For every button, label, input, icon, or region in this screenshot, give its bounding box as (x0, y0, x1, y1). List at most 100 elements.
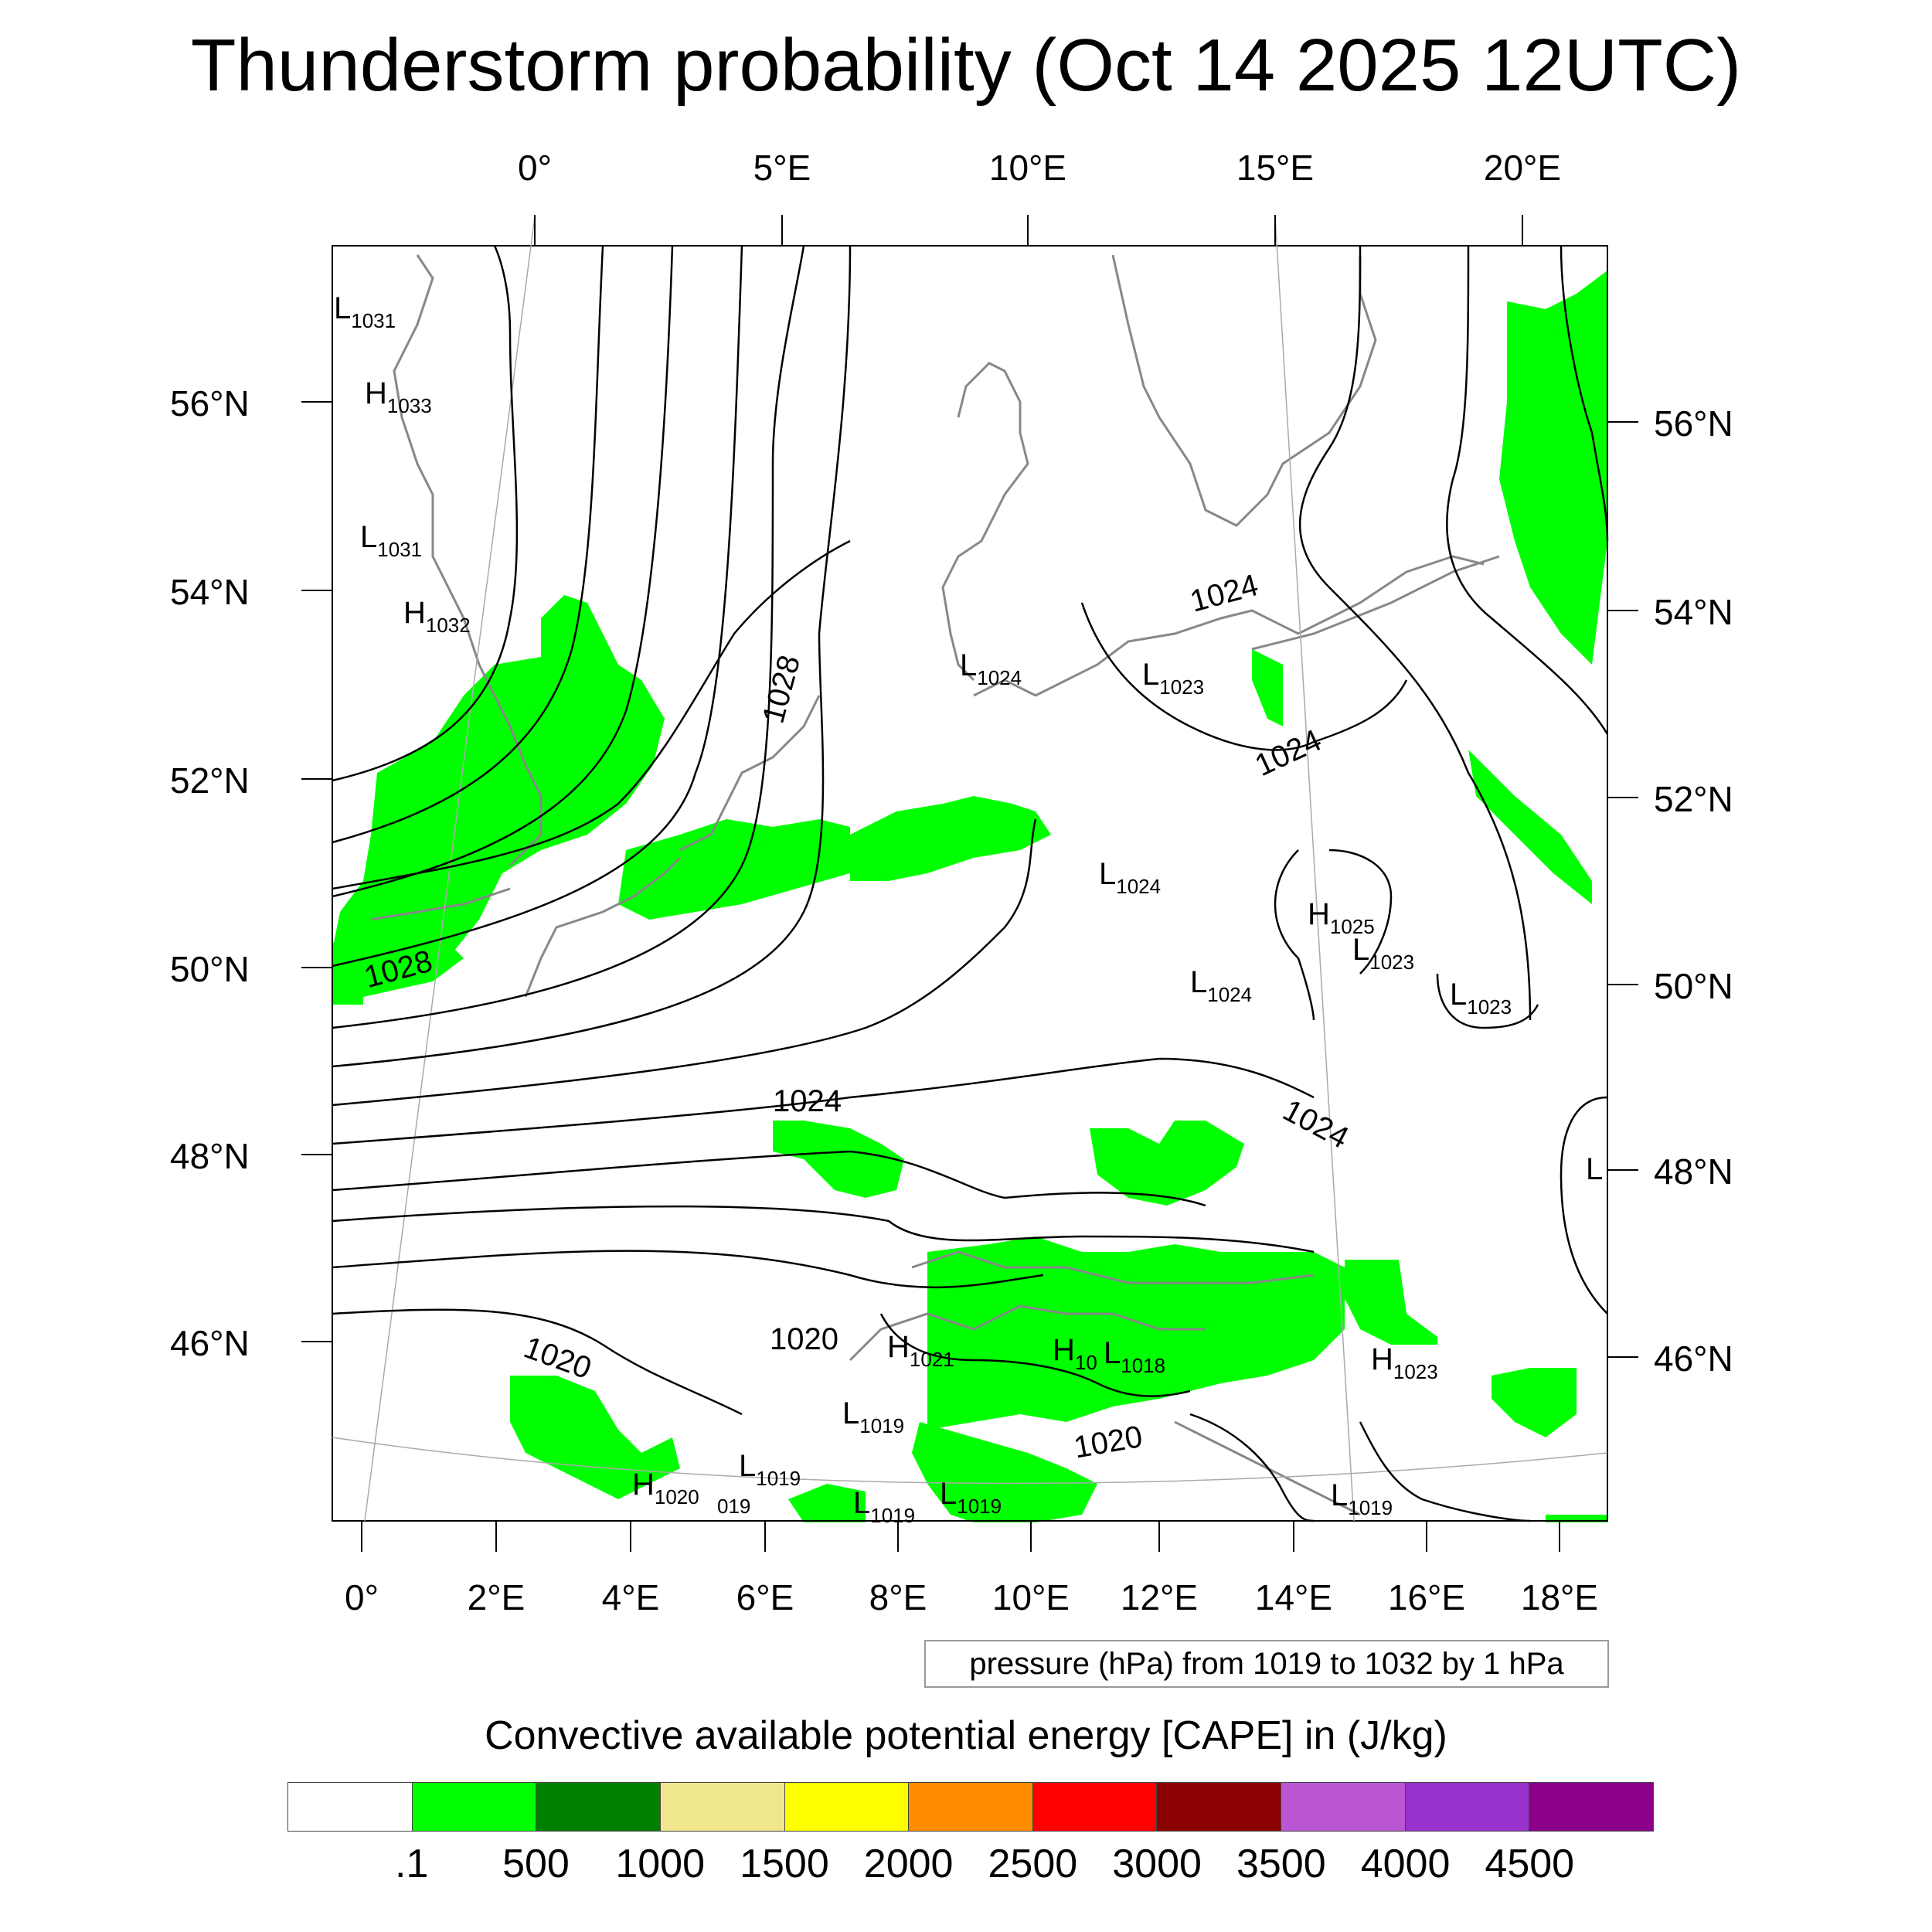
bottom-axis-label: 16°E (1387, 1577, 1466, 1617)
colorbar-swatch (784, 1783, 910, 1831)
isobar-f (332, 245, 852, 1068)
cape-area-alps (927, 1236, 1345, 1430)
pressure-center: H10 (1053, 1333, 1097, 1374)
right-axis-label: 52°N (1654, 779, 1733, 819)
isobar-q (879, 1313, 1191, 1397)
contour-label: 1024 (773, 1084, 842, 1118)
cape-area-scandinavia (1499, 270, 1607, 665)
bottom-axis-label: 0° (345, 1577, 379, 1617)
colorbar-swatch (1032, 1783, 1158, 1831)
cape-area-lyon (788, 1484, 866, 1522)
bottom-axis-label: 4°E (601, 1577, 660, 1617)
pressure-center: L1031 (334, 291, 396, 332)
cape-areas (332, 270, 1607, 1522)
right-axis-label: 50°N (1654, 966, 1733, 1006)
isobar-m (1560, 245, 1609, 542)
isobar-1024 (332, 1150, 1206, 1207)
top-axis-label: 15°E (1236, 148, 1315, 188)
right-axis-label: 48°N (1654, 1151, 1733, 1192)
top-axis-label: 20°E (1483, 148, 1562, 188)
coast-sweden (1111, 254, 1377, 527)
coast-benelux (679, 695, 821, 852)
cape-area-poland-east (1468, 750, 1592, 904)
coast-uk-south (370, 887, 511, 921)
cape-area-bavaria (1090, 1121, 1244, 1206)
pressure-center: L1018 (1104, 1336, 1165, 1377)
axis-ticks (301, 215, 1638, 1552)
isobar-1020 (332, 1308, 743, 1416)
cape-area-croatia (1492, 1368, 1577, 1437)
coast-border-alps (911, 1250, 1315, 1284)
colorbar-labels: .1 500 1000 1500 2000 2500 3000 3500 4000 4500 (0, 1841, 1932, 1895)
bottom-axis-label: 2°E (467, 1577, 526, 1617)
pressure-center: H1023 (1371, 1342, 1438, 1383)
colorbar-swatch (1281, 1783, 1406, 1831)
right-axis-label: 54°N (1654, 592, 1733, 632)
colorbar-tick-label: 1500 (740, 1842, 829, 1886)
plot-frame (332, 245, 1608, 1522)
pressure-center: L1024 (1099, 857, 1161, 898)
pressure-center: L1023 (1142, 658, 1204, 699)
pressure-center: L1023 (1352, 933, 1414, 974)
colorbar-title: Convective available potential energy [C… (485, 1713, 1447, 1758)
top-axis-label: 5°E (753, 148, 811, 188)
isobar-c (332, 245, 674, 898)
pressure-center: L1019 (739, 1449, 801, 1490)
colorbar-tick-label: 500 (502, 1842, 570, 1886)
cape-area-benelux (618, 819, 850, 920)
partial-label: 019 (717, 1495, 750, 1518)
colorbar-swatch (660, 1783, 785, 1831)
contour-label: 1028 (757, 651, 808, 726)
pressure-center: L1024 (960, 648, 1022, 689)
left-axis-label: 50°N (170, 949, 250, 989)
cape-area-france-south (510, 1376, 680, 1499)
isobar-g (332, 818, 1037, 1107)
graticule (332, 216, 1608, 1522)
colorbar-swatch (1405, 1783, 1530, 1831)
bottom-axis-label: 6°E (736, 1577, 794, 1617)
isobars (332, 245, 1609, 1522)
pressure-info-box: pressure (hPa) from 1019 to 1032 by 1 hP… (924, 1640, 1609, 1688)
isobar-e (332, 245, 805, 1029)
left-axis-label: 56°N (170, 383, 250, 423)
isobar-r (1189, 1413, 1315, 1522)
bottom-axis-label: 10°E (992, 1577, 1070, 1617)
isobar-p (1560, 1096, 1608, 1315)
colorbar-swatch (1157, 1783, 1282, 1831)
colorbar-swatch (1529, 1783, 1654, 1831)
coast-alps-lakes (849, 1304, 1206, 1362)
isobar-h (332, 1057, 1315, 1145)
pressure-center: L (1586, 1152, 1603, 1186)
colorbar (287, 1782, 1654, 1832)
cape-area-poland (1252, 649, 1283, 726)
bottom-axis-label: 8°E (869, 1577, 927, 1617)
pressure-center: L1019 (853, 1486, 915, 1527)
colorbar-swatch (909, 1783, 1033, 1831)
pressure-center: H1025 (1308, 897, 1375, 938)
colorbar-tick-label: 1000 (615, 1842, 706, 1886)
contour-label: 1020 (1071, 1420, 1145, 1465)
contour-label: 1024 (1277, 1093, 1354, 1155)
bottom-axis-label: 12°E (1120, 1577, 1199, 1617)
colorbar-tick-label: 2500 (988, 1842, 1078, 1886)
isobar-1024b (1080, 602, 1408, 751)
colorbar-tick-label: 3500 (1236, 1842, 1326, 1886)
right-axis-label: 46°N (1654, 1338, 1733, 1379)
cape-area-po-valley (912, 1422, 1097, 1522)
top-axis-label: 0° (518, 148, 552, 188)
right-axis-label: 56°N (1654, 403, 1733, 444)
colorbar-swatch (536, 1783, 661, 1831)
coastlines (370, 254, 1500, 1516)
isobar-k (1298, 245, 1532, 1021)
coast-baltic-south (973, 555, 1485, 697)
pressure-center: L1031 (360, 520, 422, 561)
isobar-1028 (332, 539, 851, 890)
coast-france-north (524, 856, 682, 998)
left-axis-label: 48°N (170, 1136, 250, 1176)
isobar-j (332, 1250, 1044, 1289)
cape-area-germany (850, 796, 1051, 881)
coast-denmark (941, 362, 1029, 682)
pressure-center: H1032 (403, 596, 471, 637)
isobar-i (332, 1205, 1315, 1253)
